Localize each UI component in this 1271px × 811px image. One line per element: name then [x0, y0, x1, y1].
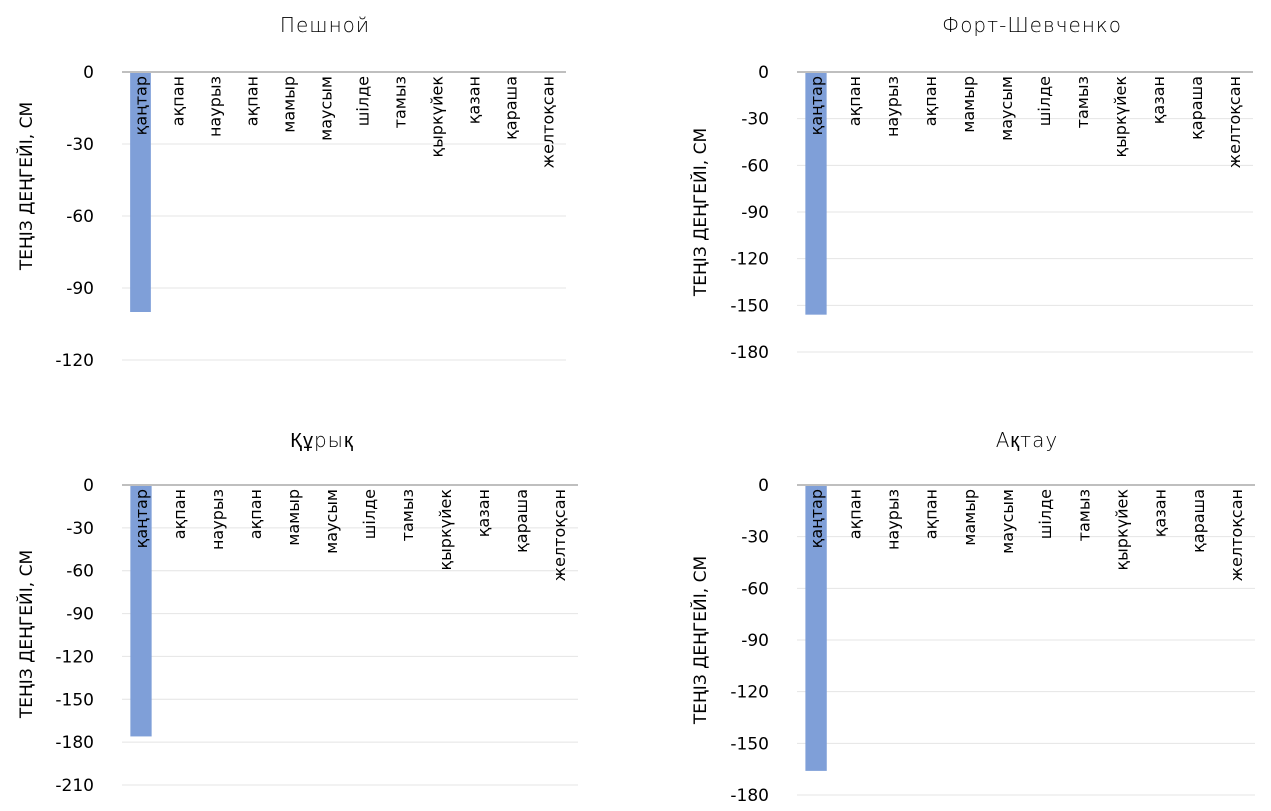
- y-tick-label: -90: [741, 203, 769, 223]
- bar: [130, 485, 152, 737]
- y-tick-label: -120: [730, 250, 769, 270]
- x-tick-label: қазан: [1149, 76, 1168, 124]
- y-tick-label: -30: [741, 528, 769, 548]
- x-tick-label: желтоқсан: [550, 489, 569, 581]
- x-tick-label: қазан: [1151, 489, 1170, 537]
- x-tick-label: шілде: [360, 489, 379, 539]
- x-tick-label: мамыр: [280, 76, 299, 133]
- x-tick-label: мамыр: [960, 489, 979, 546]
- y-axis-label: ТЕҢІЗ ДЕҢГЕЙІ, СМ: [689, 556, 711, 725]
- x-tick-label: ақпан: [243, 76, 262, 126]
- x-tick-label: қыркүйек: [1111, 76, 1130, 158]
- y-tick-label: -120: [55, 647, 94, 667]
- y-axis-label: ТЕҢІЗ ДЕҢГЕЙІ, СМ: [689, 128, 711, 297]
- y-tick-label: -60: [741, 156, 769, 176]
- y-axis-label: ТЕҢІЗ ДЕҢГЕЙІ, СМ: [15, 102, 37, 271]
- x-tick-label: мамыр: [284, 489, 303, 546]
- x-tick-label: наурыз: [208, 489, 227, 550]
- y-tick-label: -120: [730, 683, 769, 703]
- x-tick-label: қаңтар: [132, 76, 151, 135]
- chart-title: Форт-Шевченко: [942, 13, 1122, 37]
- x-tick-label: ақпан: [845, 489, 864, 539]
- x-tick-label: шілде: [1035, 76, 1054, 126]
- x-tick-label: ақпан: [169, 76, 188, 126]
- x-tick-label: қараша: [512, 489, 531, 553]
- chart-panel: Пешной ТЕҢІЗ ДЕҢГЕЙІ, СМ 0 -30 -60 -90 -120 қаң…: [15, 13, 566, 371]
- y-tick-label: -180: [730, 786, 769, 806]
- x-tick-label: қыркүйек: [1112, 489, 1131, 571]
- x-tick-label: қараша: [502, 76, 521, 140]
- chart-title: Ақтау: [996, 428, 1059, 452]
- chart-panel: Құрық ТЕҢІЗ ДЕҢГЕЙІ, СМ 0 -30 -60 -90 -120 -150…: [15, 428, 578, 796]
- y-tick-label: -150: [730, 296, 769, 316]
- x-tick-label: маусым: [322, 489, 341, 554]
- x-tick-label: тамыз: [391, 76, 410, 128]
- x-tick-label: қараша: [1189, 489, 1208, 553]
- y-tick-label: -30: [66, 519, 94, 539]
- x-tick-label: ақпан: [170, 489, 189, 539]
- y-tick-label: -90: [741, 631, 769, 651]
- y-tick-label: -60: [66, 562, 94, 582]
- y-tick-label: -180: [730, 343, 769, 363]
- x-tick-label: желтоқсан: [539, 76, 558, 168]
- x-tick-label: қараша: [1187, 76, 1206, 140]
- x-tick-label: желтоқсан: [1227, 489, 1246, 581]
- x-tick-label: тамыз: [1073, 76, 1092, 128]
- x-tick-label: тамыз: [398, 489, 417, 541]
- y-tick-label: 0: [83, 63, 94, 83]
- y-tick-label: -210: [55, 776, 94, 796]
- chart-title: Пешной: [280, 13, 370, 37]
- chart-panel: Форт-Шевченко ТЕҢІЗ ДЕҢГЕЙІ, СМ 0 -30 -60 -90…: [689, 13, 1253, 363]
- y-tick-label: 0: [758, 63, 769, 83]
- y-tick-label: -120: [55, 351, 94, 371]
- y-tick-label: -150: [55, 690, 94, 710]
- y-tick-label: -60: [741, 579, 769, 599]
- chart-title: Құрық: [290, 428, 353, 452]
- x-tick-label: ақпан: [921, 76, 940, 126]
- x-tick-label: ақпан: [246, 489, 265, 539]
- y-tick-label: -30: [66, 135, 94, 155]
- x-tick-label: ақпан: [922, 489, 941, 539]
- x-tick-label: қаңтар: [132, 489, 151, 548]
- x-tick-label: шілде: [1036, 489, 1055, 539]
- x-tick-label: тамыз: [1074, 489, 1093, 541]
- y-tick-label: 0: [83, 476, 94, 496]
- y-tick-label: -90: [66, 279, 94, 299]
- bar: [130, 72, 151, 312]
- y-tick-label: -180: [55, 733, 94, 753]
- y-tick-label: -150: [730, 734, 769, 754]
- y-axis-label: ТЕҢІЗ ДЕҢГЕЙІ, СМ: [15, 550, 37, 719]
- x-tick-label: қаңтар: [807, 76, 826, 135]
- x-tick-label: маусым: [998, 489, 1017, 554]
- x-tick-label: қазан: [474, 489, 493, 537]
- y-tick-label: -60: [66, 207, 94, 227]
- x-tick-label: наурыз: [883, 76, 902, 137]
- x-tick-label: наурыз: [883, 489, 902, 550]
- chart-panel: Ақтау ТЕҢІЗ ДЕҢГЕЙІ, СМ 0 -30 -60 -90 -120 -150…: [689, 428, 1255, 806]
- x-tick-label: қазан: [465, 76, 484, 124]
- bar: [805, 485, 827, 771]
- x-tick-label: қыркүйек: [428, 76, 447, 158]
- x-tick-label: маусым: [997, 76, 1016, 141]
- y-tick-label: -30: [741, 110, 769, 130]
- y-tick-label: 0: [758, 476, 769, 496]
- x-tick-label: желтоқсан: [1225, 76, 1244, 168]
- x-tick-label: қаңтар: [807, 489, 826, 548]
- x-tick-label: қыркүйек: [436, 489, 455, 571]
- x-tick-label: маусым: [317, 76, 336, 141]
- x-tick-label: наурыз: [206, 76, 225, 137]
- bar: [805, 72, 827, 315]
- y-tick-label: -90: [66, 605, 94, 625]
- x-tick-label: мамыр: [959, 76, 978, 133]
- x-tick-label: шілде: [354, 76, 373, 126]
- x-tick-label: ақпан: [845, 76, 864, 126]
